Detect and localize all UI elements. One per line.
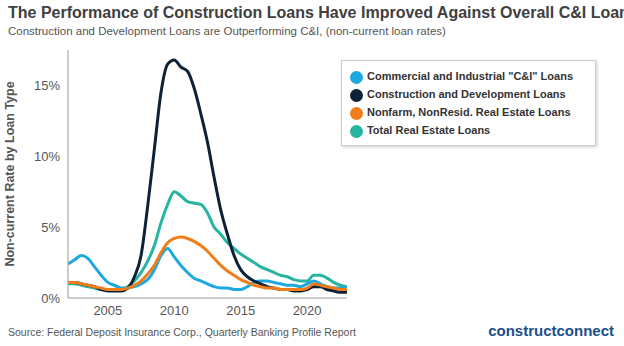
- svg-text:0%: 0%: [41, 291, 60, 306]
- html-text:Construction and Development L: Construction and Development Loans: [367, 88, 566, 100]
- svg-text:5%: 5%: [41, 220, 60, 235]
- html-text:Total Real Estate Loans: Total Real Estate Loans: [367, 124, 491, 136]
- svg-text:Non-current Rate by Loan Type: Non-current Rate by Loan Type: [8, 81, 17, 266]
- svg-text:2020: 2020: [293, 303, 322, 318]
- html-text:Commercial and Industrial "C&I: Commercial and Industrial "C&I" Loans: [367, 70, 573, 82]
- html-text:Source: Federal Deposit Insura: Source: Federal Deposit Insurance Corp.,…: [8, 326, 356, 338]
- svg-text:2015: 2015: [226, 303, 255, 318]
- svg-text:2005: 2005: [93, 303, 122, 318]
- svg-text:2010: 2010: [160, 303, 189, 318]
- html-text:constructconnect: constructconnect: [488, 322, 614, 339]
- svg-text:15%: 15%: [34, 78, 60, 93]
- html-text:Construction and Development L: Construction and Development Loans are O…: [8, 25, 446, 37]
- html-text:Nonfarm, NonResid. Real Estate: Nonfarm, NonResid. Real Estate Loans: [367, 106, 571, 118]
- svg-text:10%: 10%: [34, 149, 60, 164]
